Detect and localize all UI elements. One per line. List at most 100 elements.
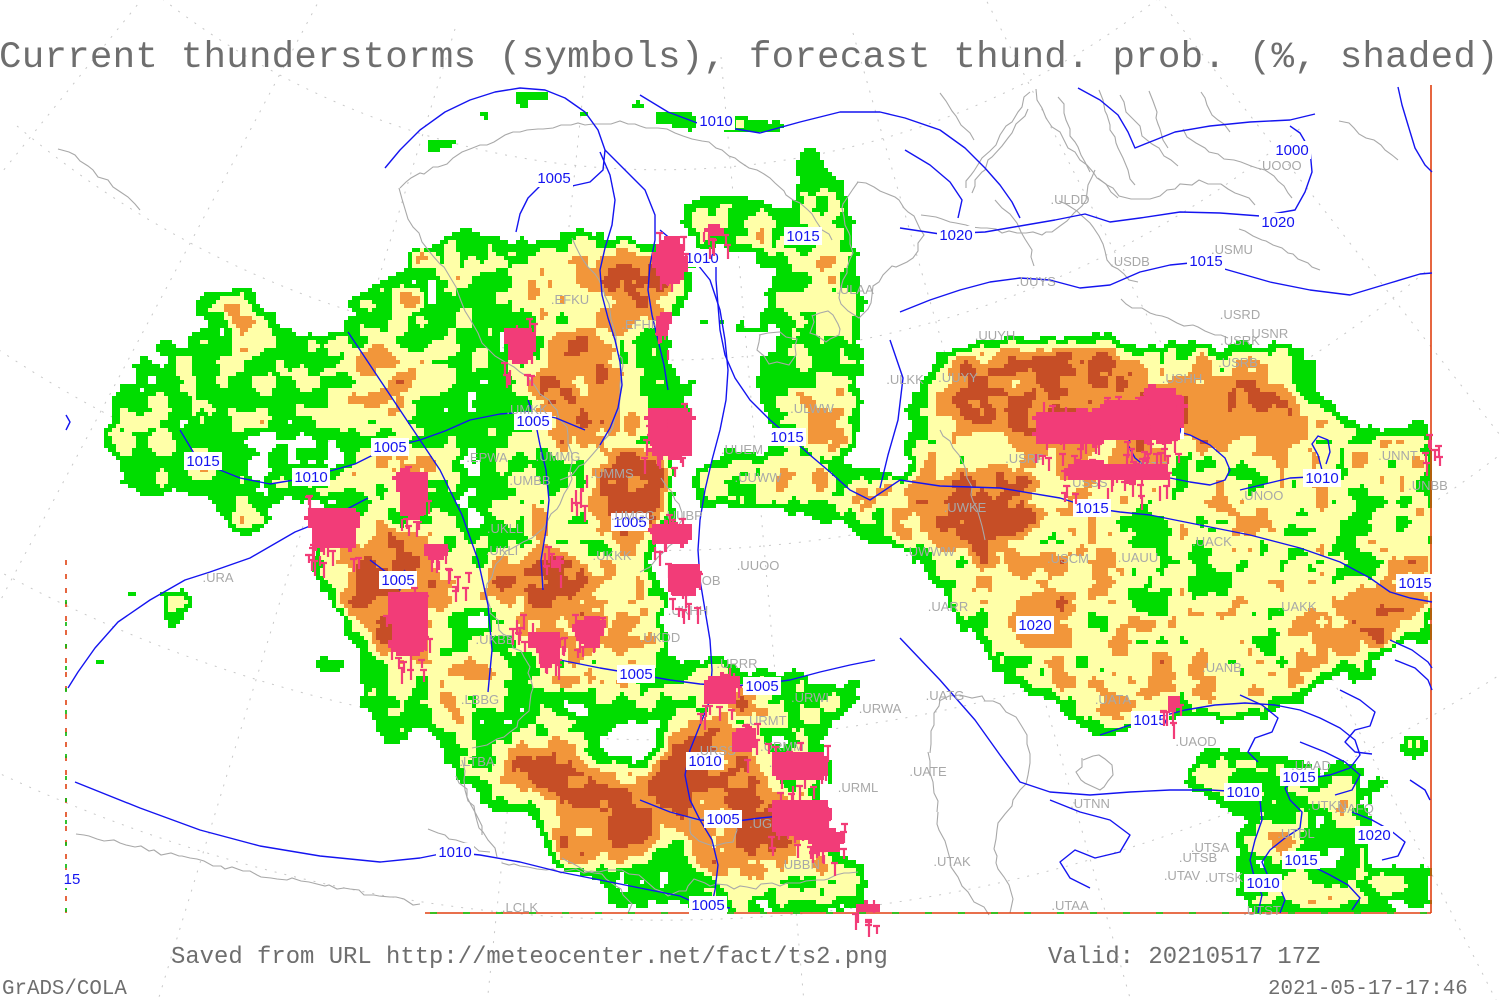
svg-text:1015: 1015: [1398, 575, 1431, 592]
svg-text:.UACK: .UACK: [1192, 534, 1232, 549]
svg-text:1010: 1010: [688, 753, 721, 770]
svg-text:.UAOD: .UAOD: [1175, 734, 1216, 749]
svg-text:.UWKE: .UWKE: [944, 500, 987, 515]
svg-text:.UATE: .UATE: [909, 764, 947, 779]
svg-text:.USDB: .USDB: [1110, 254, 1150, 269]
svg-text:.UUYY: .UUYY: [938, 370, 978, 385]
svg-text:1010: 1010: [1305, 470, 1338, 487]
svg-text:1005: 1005: [516, 413, 549, 430]
svg-text:.UTST: .UTST: [1243, 903, 1281, 918]
svg-text:.UKLL: .UKLL: [487, 521, 523, 536]
svg-text:.USHH: .USHH: [1162, 371, 1202, 386]
svg-text:.ULDD: .ULDD: [1050, 192, 1089, 207]
svg-text:.UMMS: .UMMS: [590, 466, 634, 481]
svg-text:.UANB: .UANB: [1202, 660, 1242, 675]
svg-text:.UUOO: .UUOO: [737, 558, 780, 573]
svg-text:1015: 1015: [1075, 500, 1108, 517]
svg-text:.UTSA: .UTSA: [1191, 840, 1230, 855]
svg-text:.UAAD: .UAAD: [1291, 758, 1331, 773]
svg-text:.UATA: .UATA: [1095, 692, 1132, 707]
svg-text:1005: 1005: [619, 666, 652, 683]
svg-text:.USCM: .USCM: [1047, 551, 1089, 566]
svg-text:.URWA: .URWA: [859, 701, 902, 716]
svg-text:1010: 1010: [438, 844, 471, 861]
svg-text:1020: 1020: [1018, 617, 1051, 634]
svg-text:.UMGG: .UMGG: [611, 508, 655, 523]
svg-text:Saved from URL http://meteocen: Saved from URL http://meteocenter.net/fa…: [171, 944, 888, 971]
svg-text:1010: 1010: [294, 469, 327, 486]
svg-text:.UOOO: .UOOO: [1258, 158, 1301, 173]
svg-text:.UTNN: .UTNN: [1070, 796, 1110, 811]
svg-text:.ULWW: .ULWW: [790, 401, 835, 416]
svg-text:.URSS: .URSS: [696, 743, 736, 758]
svg-text:.USRD: .USRD: [1220, 307, 1260, 322]
svg-text:1005: 1005: [613, 514, 646, 531]
svg-text:.UAKK: .UAKK: [1277, 599, 1316, 614]
svg-text:.LCLK: .LCLK: [502, 900, 538, 915]
svg-text:.EPWA: .EPWA: [466, 450, 508, 465]
svg-text:.UBBN: .UBBN: [780, 857, 820, 872]
svg-text:.UUYH: .UUYH: [975, 328, 1015, 343]
svg-text:1015: 1015: [1282, 769, 1315, 786]
svg-text:.UAFQ: .UAFQ: [1334, 801, 1374, 816]
svg-text:1010: 1010: [1246, 875, 1279, 892]
svg-text:.URMM: .URMM: [760, 739, 804, 754]
svg-text:1020: 1020: [1357, 827, 1390, 844]
svg-text:.LTBA: .LTBA: [459, 754, 494, 769]
svg-text:.URA: .URA: [202, 570, 233, 585]
svg-text:.UUWW: .UUWW: [735, 470, 783, 485]
svg-text:.UMKK: .UMKK: [506, 402, 548, 417]
svg-text:.UARR: .UARR: [928, 599, 968, 614]
svg-text:1005: 1005: [381, 572, 414, 589]
svg-text:GrADS/COLA: GrADS/COLA: [2, 978, 127, 1000]
svg-text:1010: 1010: [1226, 784, 1259, 801]
svg-text:.EFKU: .EFKU: [551, 292, 589, 307]
svg-text:Valid: 20210517 17Z: Valid: 20210517 17Z: [1048, 944, 1320, 971]
svg-text:.UNNT: .UNNT: [1378, 448, 1418, 463]
svg-text:.USMU: .USMU: [1211, 242, 1253, 257]
svg-text:1015: 1015: [186, 453, 219, 470]
svg-text:.UTAA: .UTAA: [1051, 898, 1089, 913]
svg-text:2021-05-17-17:46: 2021-05-17-17:46: [1268, 978, 1468, 1000]
svg-text:.UUEM: .UUEM: [721, 442, 763, 457]
svg-text:.UMBB: .UMBB: [509, 473, 550, 488]
svg-text:.UNOO: .UNOO: [1241, 488, 1284, 503]
svg-text:.USRK: .USRK: [1220, 333, 1260, 348]
svg-text:15: 15: [64, 871, 81, 888]
svg-text:.USNR: .USNR: [1248, 326, 1288, 341]
svg-text:.UTDL: .UTDL: [1277, 826, 1315, 841]
svg-text:.USRB: .USRB: [1218, 355, 1258, 370]
svg-text:.UATG: .UATG: [926, 688, 965, 703]
svg-text:.EFHF: .EFHF: [621, 317, 659, 332]
svg-text:1010: 1010: [699, 113, 732, 130]
svg-text:.UTSB: .UTSB: [1179, 850, 1217, 865]
svg-text:1005: 1005: [537, 170, 570, 187]
svg-text:.UKBB: .UKBB: [475, 632, 514, 647]
svg-text:.UTAV: .UTAV: [1164, 868, 1201, 883]
svg-text:Current thunderstorms (symbols: Current thunderstorms (symbols), forecas…: [0, 37, 1499, 79]
svg-text:1005: 1005: [706, 811, 739, 828]
svg-text:.USRP: .USRP: [1005, 451, 1045, 466]
svg-text:1015: 1015: [1189, 253, 1222, 270]
svg-text:1005: 1005: [745, 678, 778, 695]
svg-text:1015: 1015: [786, 228, 819, 245]
svg-text:.UTSK: .UTSK: [1205, 870, 1244, 885]
svg-text:.UKLI: .UKLI: [486, 543, 519, 558]
svg-text:.UKDD: .UKDD: [640, 630, 680, 645]
svg-text:.UNBB: .UNBB: [1408, 478, 1448, 493]
svg-text:1000: 1000: [1275, 142, 1308, 159]
svg-text:.UUYS: .UUYS: [1016, 274, 1056, 289]
svg-text:.UTKN: .UTKN: [1308, 798, 1347, 813]
svg-text:.ULKK: .ULKK: [886, 372, 924, 387]
svg-text:.ULAA: .ULAA: [836, 282, 874, 297]
svg-text:.URMT: .URMT: [745, 713, 786, 728]
svg-text:.URML: .URML: [838, 780, 878, 795]
svg-text:1005: 1005: [373, 439, 406, 456]
svg-text:1020: 1020: [1261, 214, 1294, 231]
svg-text:.URRR: .URRR: [716, 656, 757, 671]
svg-text:.URWI: .URWI: [791, 690, 829, 705]
svg-text:.UMMG: .UMMG: [536, 449, 581, 464]
svg-text:1015: 1015: [770, 429, 803, 446]
svg-text:1005: 1005: [691, 897, 724, 914]
svg-text:.LBBG: .LBBG: [461, 692, 499, 707]
